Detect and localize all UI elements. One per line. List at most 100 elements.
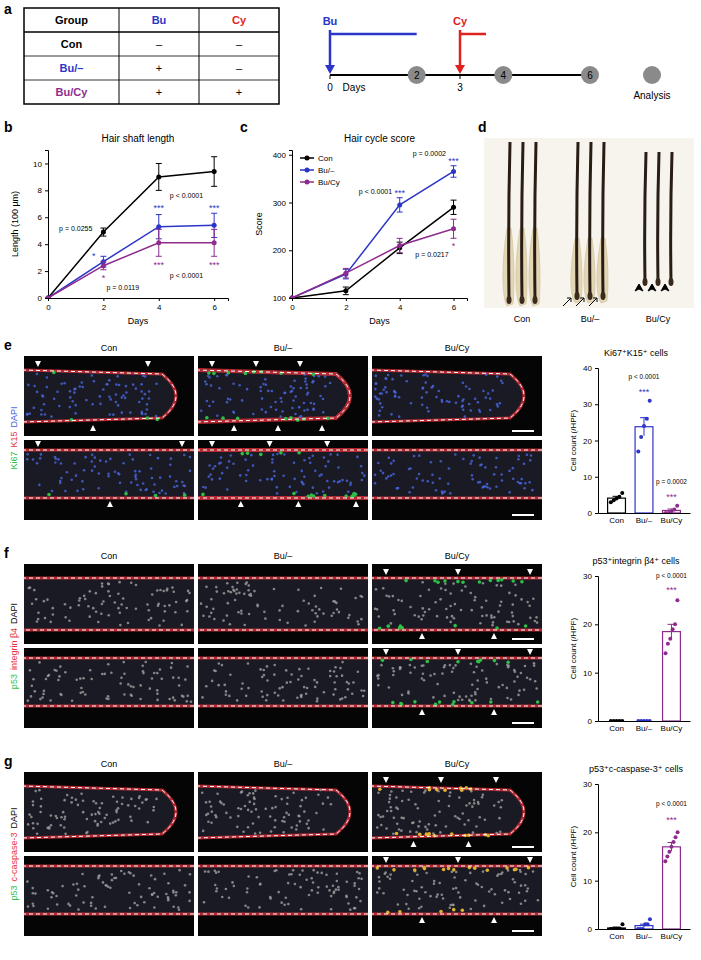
nucleus — [392, 674, 395, 677]
nucleus — [95, 907, 98, 910]
arrow — [145, 361, 151, 367]
axis-title: Days — [128, 316, 149, 326]
nucleus — [60, 462, 63, 465]
stain-legend: Ki67K15DAPI — [9, 406, 19, 469]
nucleus — [326, 885, 329, 888]
positive-cell — [433, 579, 437, 583]
hair-shaft — [603, 142, 604, 296]
tick: Bu/– — [636, 513, 653, 525]
nucleus — [485, 614, 488, 617]
nucleus — [332, 885, 335, 888]
nucleus — [231, 881, 234, 884]
nucleus — [229, 673, 232, 676]
nucleus — [481, 669, 484, 672]
nucleus — [376, 608, 379, 611]
nucleus — [164, 610, 167, 613]
nucleus — [273, 470, 276, 473]
nucleus — [278, 687, 281, 690]
data-point — [648, 917, 652, 921]
nucleus — [91, 896, 94, 899]
tick-label: Bu/Cy — [661, 724, 683, 733]
nucleus — [50, 896, 53, 899]
tick-mark — [292, 298, 293, 301]
positive-cell — [47, 493, 51, 497]
nucleus — [468, 802, 471, 805]
arrow — [353, 501, 359, 507]
nucleus — [285, 812, 288, 815]
nucleus — [263, 674, 266, 677]
nucleus — [37, 618, 40, 621]
positive-cell — [183, 493, 187, 497]
nucleus — [247, 662, 250, 665]
nucleus — [31, 685, 34, 688]
hair-bulb — [601, 292, 606, 300]
stain-label: integrin β4 — [9, 628, 19, 670]
nucleus — [380, 664, 383, 667]
nucleus — [514, 594, 517, 597]
nucleus — [210, 805, 213, 808]
nucleus — [56, 391, 59, 394]
nucleus — [46, 376, 49, 379]
nucleus — [374, 388, 377, 391]
arrow — [527, 649, 533, 655]
nucleus — [115, 383, 118, 386]
nucleus — [103, 817, 106, 820]
nucleus — [108, 583, 111, 586]
bar — [635, 427, 653, 513]
follicle — [372, 866, 542, 914]
tick: 20 — [583, 437, 598, 446]
tick-mark — [289, 155, 292, 156]
nucleus — [75, 679, 78, 682]
nucleus — [327, 460, 330, 463]
nucleus — [390, 622, 393, 625]
nucleus — [47, 907, 50, 910]
nucleus — [316, 892, 319, 895]
tick: Con — [609, 929, 624, 941]
nucleus — [37, 611, 40, 614]
nucleus — [208, 800, 211, 803]
data-point — [673, 622, 677, 626]
nucleus — [212, 608, 215, 611]
nucleus — [244, 805, 247, 808]
nucleus — [306, 687, 309, 690]
nucleus — [341, 674, 344, 677]
nucleus — [189, 470, 192, 473]
nucleus — [106, 383, 109, 386]
nucleus — [377, 684, 380, 687]
nucleus — [487, 392, 490, 395]
x-axis: ConBu/–Bu/Cy — [599, 513, 691, 525]
nucleus — [341, 661, 344, 664]
nucleus — [62, 811, 65, 814]
nucleus — [435, 489, 438, 492]
nucleus — [428, 588, 431, 591]
annotation: p < 0.0001 — [359, 188, 392, 196]
nucleus — [277, 891, 280, 894]
nucleus — [175, 891, 178, 894]
tick-label: 10 — [583, 669, 592, 678]
nucleus — [352, 681, 355, 684]
nucleus — [207, 812, 210, 815]
nucleus — [306, 393, 309, 396]
table-cell: + — [156, 62, 162, 74]
nucleus — [292, 387, 295, 390]
nucleus — [206, 400, 209, 403]
column-label: Bu/– — [274, 551, 293, 561]
nucleus — [238, 384, 241, 387]
nucleus — [157, 604, 160, 607]
nucleus — [109, 413, 112, 416]
hair-bulb — [575, 292, 580, 300]
positive-cell — [520, 580, 524, 584]
positive-cell — [478, 580, 482, 584]
data-point — [676, 830, 680, 834]
nucleus — [26, 413, 29, 416]
nucleus — [38, 661, 41, 664]
nucleus — [247, 906, 250, 909]
data-point — [675, 598, 679, 602]
nucleus — [150, 617, 153, 620]
nucleus — [214, 465, 217, 468]
nucleus — [210, 612, 213, 615]
tick-mark — [595, 832, 598, 833]
nucleus — [26, 880, 29, 883]
nucleus — [237, 807, 240, 810]
nucleus — [72, 883, 75, 886]
